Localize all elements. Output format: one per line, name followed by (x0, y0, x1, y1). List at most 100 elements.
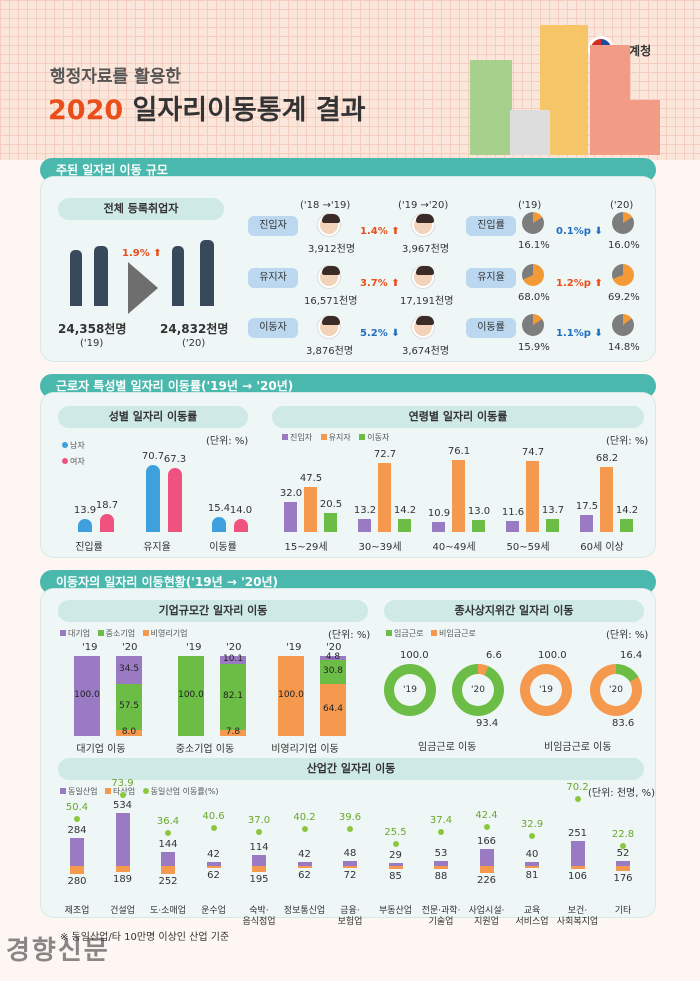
industry-same-value: 251 (567, 827, 588, 839)
legend-stayer: 유지자 (328, 433, 351, 442)
size-category-label: 대기업 이동 (76, 744, 126, 755)
donut-wage-2019: '19 (384, 664, 436, 716)
age-value-label: 10.9 (427, 507, 451, 519)
source-bar (178, 656, 204, 736)
age-value-label: 72.7 (373, 448, 397, 460)
total-change: 1.9% ⬆ (122, 248, 162, 259)
age-bar (378, 462, 391, 532)
gender-value-label: 18.7 (95, 500, 119, 512)
person-icon (318, 214, 340, 236)
down-arrow-icon: ⬇ (594, 328, 603, 339)
industry-rate-value: 42.4 (475, 809, 498, 821)
dest-segment-label: 34.5 (118, 663, 140, 674)
age-unit: (단위: %) (606, 436, 649, 447)
nonwage-top-value: 16.4 (620, 650, 643, 661)
donut-nonwage-2020-label: '20 (600, 674, 632, 706)
legend-male: 남자 (62, 440, 85, 451)
dest-bar-segment (220, 664, 246, 730)
gender-value-label: 13.9 (73, 504, 97, 516)
mobility-rate-2020: 14.8% (608, 342, 640, 353)
page-subtitle: 행정자료를 활용한 (50, 67, 182, 87)
source-bar-label: 100.0 (74, 690, 100, 700)
movers-2019: 3,876천명 (306, 346, 354, 357)
gender-bar (146, 464, 160, 532)
industry-category-label: 도·소매업 (150, 906, 186, 916)
legend-same-industry: 동일산업 (68, 787, 98, 796)
dest-bar-segment (116, 683, 142, 730)
industry-category-label: 기타 (614, 906, 632, 916)
total-change-value: 1.9% (122, 248, 150, 259)
industry-category-label: 부동산업 (378, 906, 413, 916)
industry-same-value: 40 (525, 849, 539, 860)
donut-nonwage-2019: '19 (520, 664, 572, 716)
industry-category-label: 교육 서비스업 (515, 906, 549, 927)
age-value-label: 14.2 (615, 504, 639, 516)
up-arrow-icon: ⬆ (391, 278, 400, 289)
down-arrow-icon: ⬇ (391, 328, 400, 339)
legend-nonprofit: 비영리기업 (150, 629, 188, 638)
industry-other-bar (570, 866, 585, 870)
source-bar-label: 100.0 (278, 690, 304, 700)
dest-segment-label: 4.8 (325, 651, 341, 662)
movers-change-value: 5.2% (360, 328, 388, 339)
dest-bar-segment (220, 656, 246, 665)
gender-bar (78, 518, 92, 532)
dest-bar-segment (320, 656, 346, 660)
dest-bar-segment (116, 729, 142, 736)
dest-segment-label: 30.8 (322, 666, 344, 677)
age-value-label: 47.5 (299, 472, 323, 484)
person-icon (412, 316, 434, 338)
industry-rate-dot (256, 829, 262, 835)
donut-wage-2020: '20 (452, 664, 504, 716)
industry-legend: 동일산업 타산업 동일산업 이동률(%) (60, 786, 219, 797)
industry-rate-dot (392, 840, 399, 847)
industry-same-bar (616, 860, 630, 866)
page-title: 2020 일자리이동통계 결과 (48, 88, 366, 127)
industry-category-label: 사업시설· 지원업 (468, 906, 505, 927)
industry-same-value: 144 (158, 838, 178, 850)
entry-rate-change: 0.1%p ⬇ (556, 226, 603, 237)
industry-rate-value: 32.9 (520, 819, 544, 831)
industry-rate-dot (74, 815, 80, 822)
size-category-label: 중소기업 이동 (175, 744, 235, 755)
size-legend: 대기업 중소기업 비영리기업 (60, 628, 187, 639)
retention-rate-change: 1.2%p ⬆ (556, 278, 603, 289)
pill-total-employed: 전체 등록취업자 (58, 198, 224, 220)
industry-other-bar (161, 866, 175, 874)
industry-other-value: 62 (207, 869, 220, 881)
total-2019-value: 24,358천명 (58, 322, 127, 336)
wage-base-value: 100.0 (400, 650, 429, 661)
up-arrow-icon: ⬆ (153, 248, 162, 259)
industry-same-bar (479, 849, 494, 866)
entry-rate-change-value: 0.1%p (556, 226, 591, 237)
industry-other-bar (525, 866, 539, 869)
industry-same-value: 534 (112, 799, 133, 811)
gender-category-label: 이동률 (209, 542, 237, 553)
industry-category-label: 금융· 보험업 (337, 906, 363, 927)
mobility-rate-2019: 15.9% (518, 342, 550, 353)
industry-category-label: 건설업 (110, 906, 135, 916)
industry-same-bar (570, 840, 585, 866)
industry-rate-value: 39.6 (338, 812, 362, 824)
industry-other-bar (206, 866, 221, 868)
age-bar (580, 515, 593, 532)
industry-other-value: 189 (112, 873, 133, 885)
people-illustration-2019 (66, 240, 122, 310)
title-year: 2020 (48, 95, 124, 126)
industry-same-value: 52 (616, 847, 630, 859)
industry-same-value: 42 (298, 848, 311, 860)
pie-entry-2020 (612, 212, 634, 234)
status-legend: 임금근로 비임금근로 (386, 628, 476, 639)
up-arrow-icon: ⬆ (391, 226, 400, 237)
pill-company-size: 기업규모간 일자리 이동 (58, 600, 368, 622)
industry-rate-value: 70.2 (566, 781, 589, 793)
gender-value-label: 70.7 (141, 450, 165, 462)
industry-rate-value: 40.6 (202, 811, 225, 823)
dest-segment-label: 82.1 (222, 690, 244, 701)
industry-other-bar (297, 866, 312, 868)
total-2020-year: ('20) (182, 338, 206, 349)
industry-rate-dot (574, 795, 581, 802)
rate-label-retention: 유지율 (466, 268, 516, 288)
industry-rate-dot (620, 843, 626, 850)
industry-other-value: 62 (298, 869, 311, 881)
